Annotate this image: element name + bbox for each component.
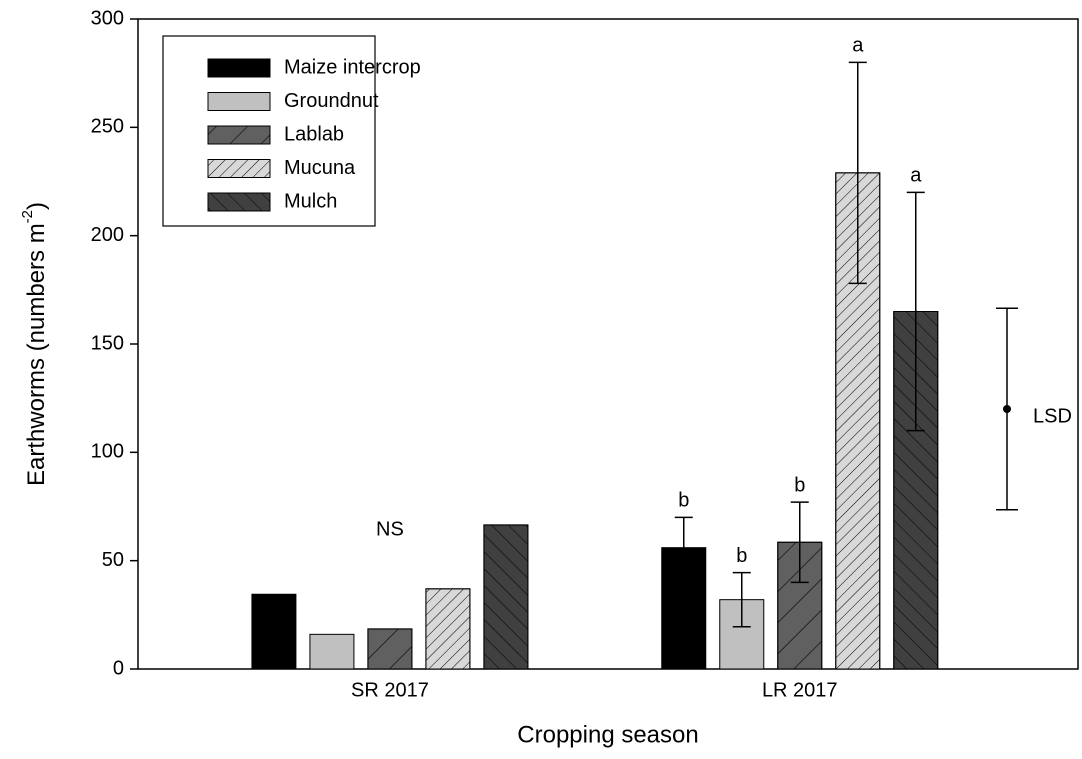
bar-hatch xyxy=(425,588,471,670)
x-tick-label: LR 2017 xyxy=(762,679,838,701)
y-axis-label: Earthworms (numbers m-2) xyxy=(19,202,50,486)
legend-label: Groundnut xyxy=(284,90,379,112)
legend-label: Maize intercrop xyxy=(284,56,421,78)
error-bar xyxy=(674,516,693,579)
lsd-label: LSD xyxy=(1033,405,1072,427)
y-tick-label: 200 xyxy=(91,224,124,246)
error-bar xyxy=(848,61,867,285)
lsd-center xyxy=(1003,405,1011,413)
legend-label: Lablab xyxy=(284,123,344,145)
significance-letter: b xyxy=(678,490,689,512)
bar-hatch xyxy=(483,524,529,670)
legend-label: Mulch xyxy=(284,190,337,212)
annotation: NS xyxy=(376,519,404,541)
significance-letter: a xyxy=(852,35,864,57)
y-tick-label: 250 xyxy=(91,116,124,138)
error-bar xyxy=(732,571,751,628)
bar xyxy=(309,633,355,670)
error-bar xyxy=(790,501,809,584)
significance-letter: a xyxy=(910,165,922,187)
legend-swatch-hatch xyxy=(207,159,271,178)
legend-swatch xyxy=(207,92,271,111)
y-axis-label-sup: -2 xyxy=(19,210,36,223)
bar-hatch xyxy=(367,628,413,670)
bar xyxy=(251,593,297,670)
y-tick-label: 50 xyxy=(102,549,124,571)
legend-swatch xyxy=(207,58,271,78)
legend-swatch-hatch xyxy=(207,192,271,212)
y-tick-label: 0 xyxy=(113,657,124,679)
x-tick-label: SR 2017 xyxy=(351,679,429,701)
error-bar xyxy=(906,191,925,432)
significance-letter: b xyxy=(736,545,747,567)
y-tick-label: 300 xyxy=(91,7,124,29)
y-axis-label-tail: ) xyxy=(23,202,50,210)
y-tick-label: 100 xyxy=(91,441,124,463)
x-axis-label: Cropping season xyxy=(517,721,698,748)
significance-letter: b xyxy=(794,474,805,496)
y-tick-label: 150 xyxy=(91,332,124,354)
legend-swatch-hatch xyxy=(207,125,271,145)
y-axis-label-text: Earthworms (numbers m xyxy=(23,223,50,486)
legend-label: Mucuna xyxy=(284,157,356,179)
